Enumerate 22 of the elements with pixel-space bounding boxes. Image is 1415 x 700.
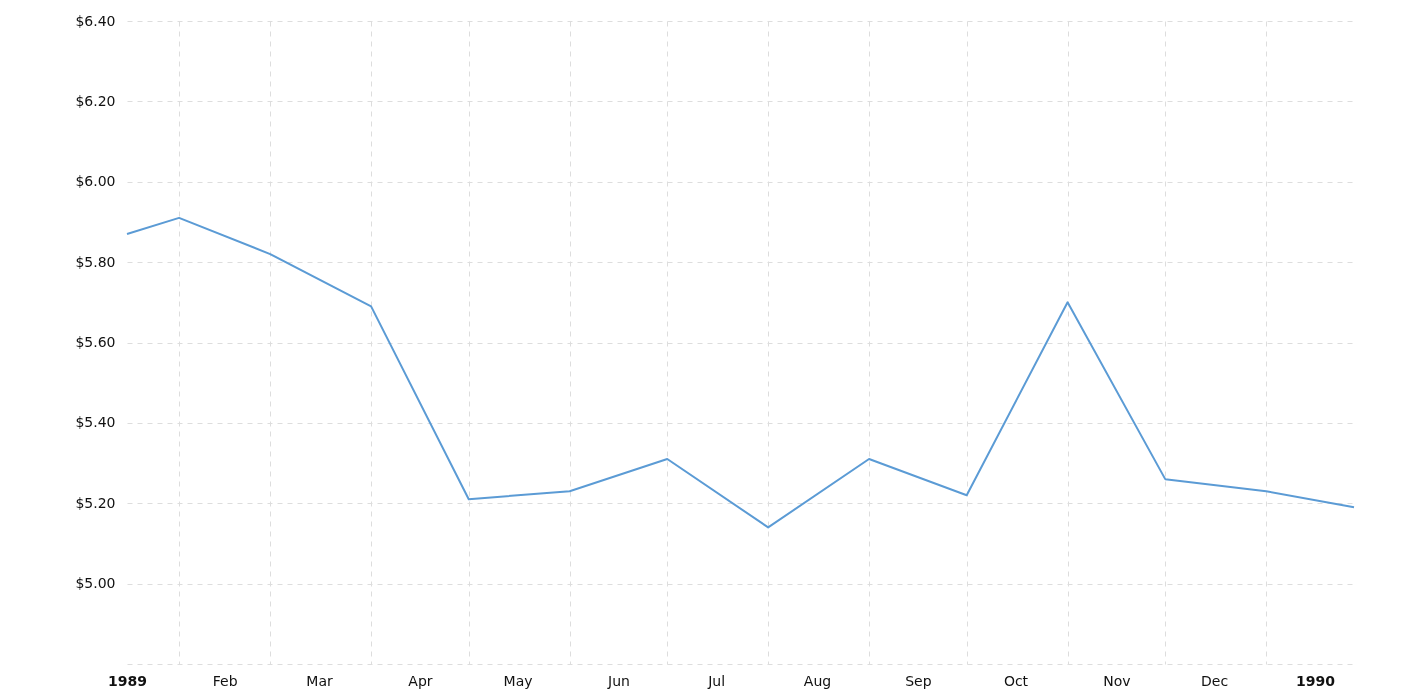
y-tick-label: $5.60 <box>75 334 116 350</box>
y-tick-label: $6.40 <box>75 12 116 29</box>
x-tick-label: Apr <box>408 672 433 689</box>
x-tick-label: Jun <box>607 672 630 689</box>
x-tick-label: Oct <box>1003 672 1029 689</box>
y-tick-label: $5.40 <box>75 414 116 431</box>
x-tick-label: Jul <box>707 672 726 689</box>
line-series <box>126 216 1355 529</box>
x-tick-label: 1990 <box>1295 672 1336 689</box>
x-tick-label: 1989 <box>108 672 147 689</box>
x-tick-label: Feb <box>212 672 238 689</box>
x-tick-label: May <box>503 672 533 689</box>
y-tick-label: $5.80 <box>75 253 116 270</box>
y-tick-label: $6.20 <box>75 92 116 109</box>
x-tick-label: Aug <box>803 672 832 689</box>
x-tick-label: Nov <box>1103 672 1131 689</box>
y-tick-label: $5.00 <box>75 575 116 592</box>
x-tick-label: Sep <box>905 672 932 689</box>
x-tick-label: Mar <box>306 672 333 689</box>
y-tick-label: $5.20 <box>75 494 116 511</box>
y-tick-label: $6.00 <box>75 173 116 190</box>
x-tick-label: Dec <box>1201 672 1229 689</box>
